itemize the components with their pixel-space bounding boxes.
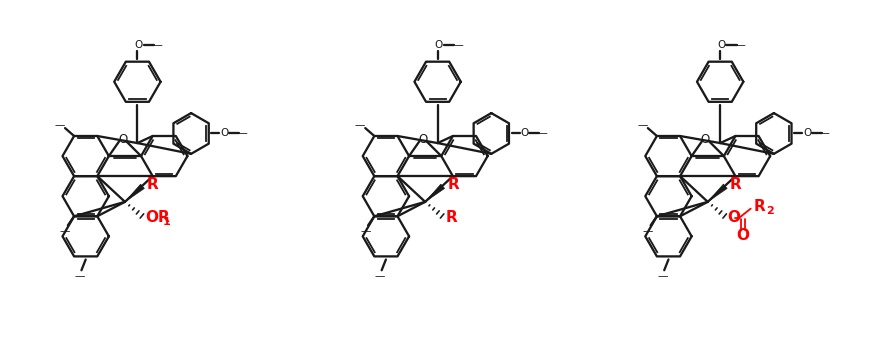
Text: R: R bbox=[753, 199, 766, 215]
Text: O: O bbox=[419, 133, 427, 146]
Text: O: O bbox=[118, 133, 127, 146]
Text: O: O bbox=[717, 40, 726, 50]
Polygon shape bbox=[426, 184, 444, 202]
Text: —: — bbox=[360, 226, 371, 236]
Text: —: — bbox=[238, 128, 247, 139]
Text: —: — bbox=[643, 226, 653, 236]
Text: O: O bbox=[434, 40, 443, 50]
Text: —: — bbox=[657, 272, 668, 281]
Text: —: — bbox=[538, 128, 547, 139]
Text: O: O bbox=[727, 210, 740, 225]
Text: O: O bbox=[521, 128, 529, 139]
Polygon shape bbox=[125, 184, 144, 202]
Polygon shape bbox=[708, 184, 727, 202]
Text: 2: 2 bbox=[766, 206, 774, 216]
Text: O: O bbox=[134, 40, 143, 50]
Text: —: — bbox=[820, 128, 830, 139]
Text: —: — bbox=[153, 40, 162, 50]
Text: R: R bbox=[729, 177, 742, 192]
Text: R: R bbox=[147, 177, 159, 192]
Text: O: O bbox=[804, 128, 811, 139]
Text: O: O bbox=[701, 133, 710, 146]
Text: R: R bbox=[446, 210, 457, 225]
Text: —: — bbox=[736, 40, 745, 50]
Text: OR: OR bbox=[146, 210, 170, 225]
Text: —: — bbox=[74, 272, 85, 281]
Text: —: — bbox=[453, 40, 463, 50]
Text: —: — bbox=[637, 120, 647, 130]
Text: O: O bbox=[221, 128, 229, 139]
Text: R: R bbox=[447, 177, 459, 192]
Text: —: — bbox=[354, 120, 365, 130]
Text: —: — bbox=[60, 226, 71, 236]
Text: —: — bbox=[374, 272, 385, 281]
Text: O: O bbox=[736, 228, 750, 243]
Text: 1: 1 bbox=[162, 217, 170, 227]
Text: —: — bbox=[54, 120, 64, 130]
